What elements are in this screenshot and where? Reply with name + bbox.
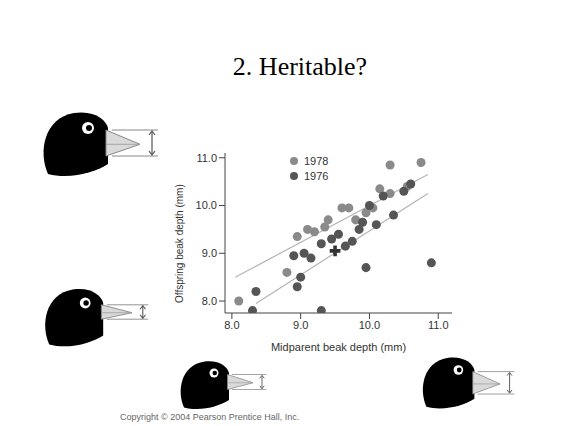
svg-text:Offspring beak depth (mm): Offspring beak depth (mm) <box>174 184 185 303</box>
html-text:2. Heritable?: 2. Heritable? <box>232 52 368 81</box>
html-text:1976: 1976 <box>304 169 329 182</box>
svg-text:8.0: 8.0 <box>202 295 217 307</box>
svg-text:9.0: 9.0 <box>293 319 308 331</box>
svg-text:10.0: 10.0 <box>359 319 380 331</box>
svg-text:9.0: 9.0 <box>202 247 217 259</box>
svg-text:11.0: 11.0 <box>428 319 449 331</box>
svg-text:10.0: 10.0 <box>196 199 217 211</box>
svg-text:8.0: 8.0 <box>224 319 239 331</box>
html-text:Copyright © 2004 Pearson Prent: Copyright © 2004 Pearson Prentice Hall, … <box>120 412 300 422</box>
svg-text:11.0: 11.0 <box>196 152 217 164</box>
html-text:1978: 1978 <box>304 154 329 167</box>
svg-text:Midparent beak depth (mm): Midparent beak depth (mm) <box>271 341 406 353</box>
